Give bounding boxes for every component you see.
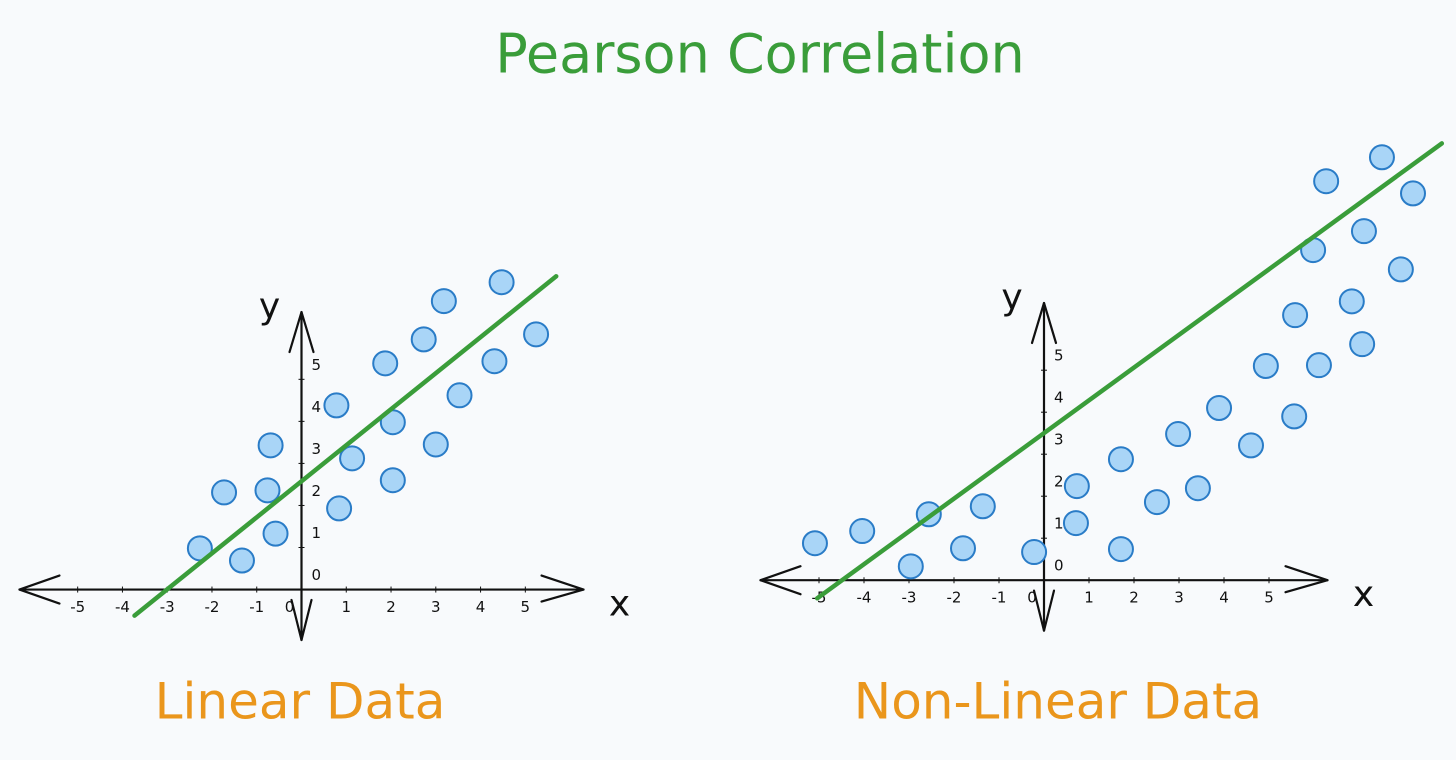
y-tick-label: 1 <box>312 524 322 542</box>
data-point <box>1165 421 1192 448</box>
x-tick-label: 1 <box>1084 589 1094 607</box>
data-point <box>1368 144 1395 171</box>
x-tick-label: 3 <box>431 598 441 616</box>
data-point <box>446 382 473 409</box>
y-axis-arrow <box>1032 589 1056 632</box>
x-tick-label: 4 <box>1219 589 1229 607</box>
data-point <box>379 467 406 494</box>
data-point <box>849 518 876 545</box>
data-point <box>339 445 366 472</box>
x-tick-label: -3 <box>902 589 917 607</box>
y-tick-label: 3 <box>1054 431 1064 449</box>
data-point <box>1400 180 1426 207</box>
x-tick-label: 4 <box>476 598 486 616</box>
data-point <box>523 321 550 348</box>
data-point <box>1238 432 1264 459</box>
x-tick-label: -2 <box>204 598 219 616</box>
y-tick-label: 1 <box>1054 515 1064 533</box>
x-tick-label: -4 <box>115 598 130 616</box>
chart-subtitle: Non-Linear Data <box>854 673 1262 731</box>
x-tick-label: -1 <box>992 589 1007 607</box>
data-point <box>1387 256 1414 283</box>
data-point <box>488 269 515 296</box>
data-point <box>326 495 353 522</box>
data-point <box>1349 331 1376 358</box>
y-tick-label: 0 <box>312 566 322 584</box>
x-tick-label: -3 <box>160 598 175 616</box>
x-axis-arrow <box>18 574 61 605</box>
data-point <box>254 477 281 504</box>
y-tick-label: 0 <box>1054 557 1064 575</box>
data-point <box>1107 446 1134 473</box>
page-title: Pearson Correlation <box>495 23 1024 86</box>
y-axis-label: y <box>1001 277 1022 318</box>
y-tick-label: 2 <box>1054 473 1064 491</box>
data-point <box>410 326 437 353</box>
data-point <box>1143 489 1170 516</box>
data-point <box>950 535 976 562</box>
x-tick-label: 5 <box>1264 589 1274 607</box>
x-tick-label: 5 <box>521 598 531 616</box>
x-tick-label: -1 <box>249 598 264 616</box>
data-point <box>323 392 350 419</box>
data-point <box>262 520 289 547</box>
data-point <box>481 348 508 375</box>
data-point <box>1252 353 1279 379</box>
x-tick-label: -2 <box>947 589 962 607</box>
data-point <box>1305 352 1332 379</box>
data-point <box>430 288 457 315</box>
y-tick-label: 2 <box>312 482 322 500</box>
x-tick-label: 3 <box>1174 589 1184 607</box>
data-point <box>897 553 924 580</box>
data-point <box>1350 218 1377 245</box>
data-point <box>1107 536 1134 563</box>
y-axis-label: y <box>259 286 280 327</box>
data-point <box>801 530 828 557</box>
y-axis-arrow <box>288 310 315 354</box>
data-point <box>1021 539 1048 566</box>
data-point <box>1313 168 1340 195</box>
data-point <box>1338 288 1365 315</box>
data-point <box>228 547 255 574</box>
x-tick-label: -4 <box>857 589 872 607</box>
x-tick-label: -5 <box>70 598 85 616</box>
data-point <box>211 479 238 506</box>
data-point <box>1062 510 1089 537</box>
data-point <box>969 493 996 520</box>
x-tick-label: 2 <box>386 598 396 616</box>
x-axis-arrow <box>759 565 802 596</box>
chart-subtitle: Linear Data <box>155 673 446 731</box>
data-point <box>1206 395 1233 421</box>
y-tick-label: 5 <box>1054 347 1064 365</box>
x-tick-label: 0 <box>1027 589 1037 607</box>
x-tick-label: 1 <box>341 598 351 616</box>
data-point <box>422 431 449 458</box>
data-point <box>372 350 399 377</box>
y-tick-label: 5 <box>312 356 322 374</box>
data-point <box>1063 473 1090 500</box>
data-point <box>1281 403 1308 430</box>
data-point <box>1184 475 1211 502</box>
x-tick-label: 0 <box>285 598 295 616</box>
x-axis-label: x <box>609 584 630 625</box>
y-tick-label: 4 <box>312 398 322 416</box>
x-axis-arrow <box>540 574 585 603</box>
trend-line <box>132 274 559 618</box>
y-axis-arrow <box>290 598 313 642</box>
trend-line <box>814 141 1445 601</box>
y-tick-label: 4 <box>1054 389 1064 407</box>
y-tick-label: 3 <box>312 440 322 458</box>
x-axis-arrow <box>1284 565 1329 594</box>
y-axis-arrow <box>1030 301 1058 345</box>
data-point <box>1282 302 1309 329</box>
data-point <box>257 432 284 459</box>
x-axis-label: x <box>1353 574 1374 615</box>
x-tick-label: 2 <box>1129 589 1139 607</box>
